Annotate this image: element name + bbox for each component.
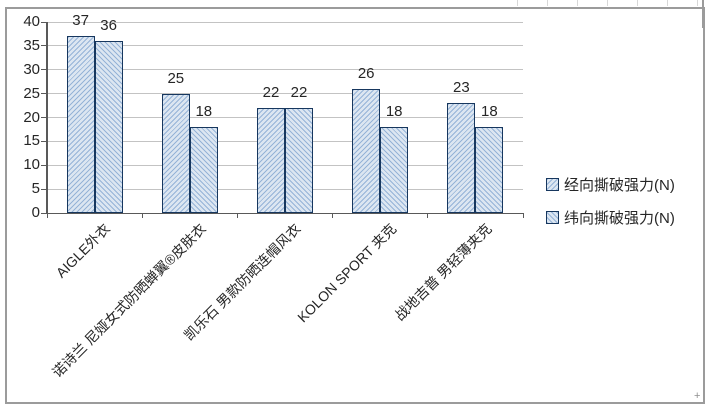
bar-value-label: 18: [481, 103, 498, 121]
bar-value-label: 25: [167, 69, 185, 87]
legend-item-warp: 经向撕破强力(N): [546, 174, 675, 195]
bar-value-label: 18: [195, 103, 213, 121]
bar-value-label: 23: [453, 79, 470, 97]
y-tick-mark: [41, 188, 47, 190]
y-tick-mark: [41, 117, 47, 118]
legend-label-weft: 纬向撕破强力(N): [564, 210, 675, 227]
x-tick-mark: [236, 213, 238, 218]
bar-value-label: 37: [72, 12, 89, 30]
bar-value-label: 26: [357, 64, 375, 82]
legend-swatch-warp-icon: [546, 178, 559, 191]
bar: [352, 88, 381, 213]
x-axis-line: [46, 212, 523, 214]
x-tick-mark: [332, 213, 334, 218]
bar-value-label: 22: [262, 83, 280, 101]
bar: [447, 103, 476, 213]
legend-swatch-weft-icon: [546, 211, 559, 224]
y-axis-line: [46, 22, 48, 213]
legend-item-weft: 纬向撕破强力(N): [546, 207, 675, 228]
y-axis-tick-label: 40: [23, 13, 40, 30]
y-axis-tick-label: 35: [23, 36, 40, 54]
y-axis-tick-label: 30: [23, 60, 40, 78]
resize-handle-icon: +: [694, 390, 701, 402]
x-tick-mark: [522, 213, 524, 218]
y-tick-mark: [41, 45, 47, 47]
y-tick-mark: [41, 212, 47, 214]
y-tick-mark: [41, 140, 47, 142]
bar-value-label: 18: [385, 103, 403, 121]
y-axis-tick-label: 20: [23, 108, 40, 126]
x-tick-mark: [141, 213, 143, 218]
worksheet-edge-artifact: [488, 0, 711, 6]
bar-value-label: 36: [100, 17, 117, 35]
y-tick-mark: [41, 93, 47, 95]
gridline: [47, 21, 523, 23]
gridline: [47, 45, 523, 47]
bar: [94, 41, 123, 213]
legend-label-warp: 经向撕破强力(N): [564, 177, 675, 194]
y-tick-mark: [41, 21, 47, 23]
worksheet-edge-line-artifact: [702, 0, 704, 28]
bar: [66, 36, 95, 213]
y-tick-mark: [41, 69, 47, 71]
y-axis-tick-label: 15: [23, 132, 40, 150]
gridline: [47, 93, 523, 95]
gridline: [47, 69, 523, 71]
y-axis-tick-label: 25: [23, 84, 40, 102]
bar: [380, 127, 409, 213]
bar-value-label: 22: [290, 83, 308, 101]
x-tick-mark: [46, 213, 48, 218]
bar: [285, 107, 313, 213]
bar: [161, 93, 190, 213]
y-axis-tick-label: 5: [31, 180, 40, 198]
y-axis-tick-label: 0: [31, 204, 40, 221]
bar: [189, 127, 218, 213]
bar: [475, 127, 504, 213]
bar: [257, 107, 285, 213]
x-tick-mark: [427, 213, 429, 218]
y-axis-tick-label: 10: [23, 156, 40, 174]
y-tick-mark: [41, 164, 47, 166]
